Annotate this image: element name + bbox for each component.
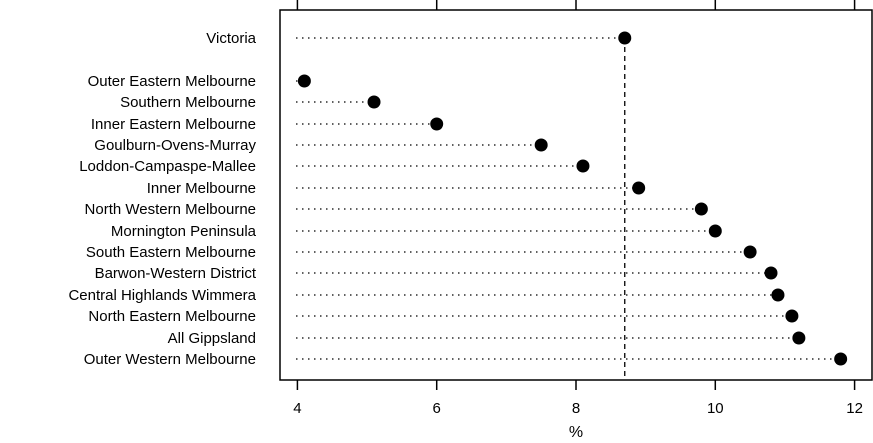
category-label: Inner Melbourne [147,180,256,197]
category-labels: Victoria Outer Eastern Melbourne Southern … [68,30,256,368]
data-point [534,138,548,152]
x-tick-label: 6 [433,400,441,417]
data-point [708,224,722,238]
x-tick-label: 8 [572,400,580,417]
category-label: North Western Melbourne [85,201,256,218]
plot-border [279,9,873,381]
x-tick-label: 12 [846,400,863,417]
category-label: Loddon-Campaspe-Mallee [79,158,256,175]
data-points [297,31,848,366]
data-point [576,159,590,173]
category-label: Inner Eastern Melbourne [91,116,256,133]
category-label: North Eastern Melbourne [88,308,256,325]
category-label: Barwon-Western District [95,265,257,282]
x-axis-ticks: 4 6 8 10 12 [293,0,863,417]
plot-frame [279,9,873,381]
data-point [743,245,757,259]
data-point [694,202,708,216]
data-point [367,95,381,109]
data-point [771,288,785,302]
category-label: Southern Melbourne [120,94,256,111]
category-label: Goulburn-Ovens-Murray [94,137,256,154]
category-label: Victoria [206,30,256,47]
category-label: Mornington Peninsula [111,223,257,240]
category-label: South Eastern Melbourne [86,244,256,261]
category-label: Outer Western Melbourne [84,351,256,368]
x-tick-label: 4 [293,400,301,417]
data-point [764,266,778,280]
leader-lines [296,37,841,360]
x-axis-title: % [569,424,583,441]
data-point [297,74,311,88]
data-point [430,117,444,131]
data-point [792,331,806,345]
data-point [785,309,799,323]
data-point [632,181,646,195]
data-point [834,352,848,366]
category-label: Outer Eastern Melbourne [88,73,256,90]
category-label: Central Highlands Wimmera [68,287,256,304]
x-tick-label: 10 [707,400,724,417]
category-label: All Gippsland [168,330,256,347]
data-point [618,31,632,45]
